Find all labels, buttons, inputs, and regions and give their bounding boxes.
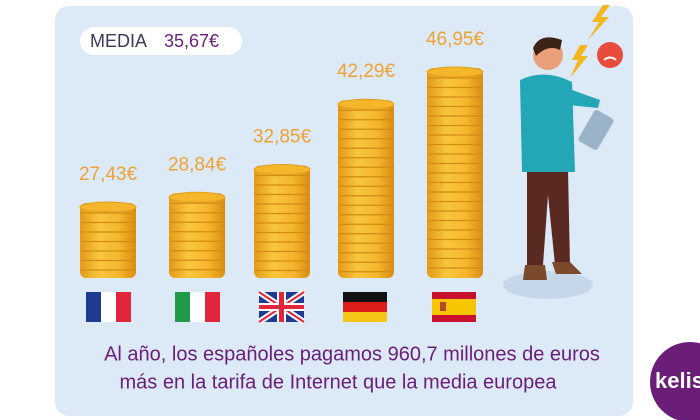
average-value: 35,67€ (164, 31, 219, 51)
coin-stack (254, 165, 310, 278)
coin-stack (80, 203, 136, 278)
flag-germany (343, 292, 387, 322)
flag-uk (257, 289, 306, 325)
value-label: 32,85€ (253, 127, 312, 148)
caption-line: más en la tarifa de Internet que la medi… (120, 371, 558, 393)
flag-spain (432, 292, 476, 322)
flags (86, 289, 476, 325)
coin-top (168, 191, 226, 203)
coin-stack (169, 193, 225, 278)
flag-france (86, 292, 131, 322)
logo: kelist (655, 368, 700, 393)
coin-top (337, 98, 395, 110)
value-label: 27,43€ (79, 164, 138, 185)
coin-top (79, 201, 137, 213)
flag-italy (175, 292, 220, 322)
caption-line: Al año, los españoles pagamos 960,7 mill… (104, 343, 600, 365)
coin-top (253, 164, 311, 176)
stacks: 27,43€ 28,84€ 32,85€ 42,29€ 46,95€ (79, 29, 485, 278)
coin-top (426, 66, 484, 78)
value-label: 42,29€ (337, 61, 396, 82)
average-badge (80, 27, 242, 55)
person-illustration (503, 5, 623, 299)
average-title: MEDIA (90, 31, 147, 51)
logo-circle (650, 342, 700, 420)
value-label: 46,95€ (426, 29, 485, 50)
coin-stack (338, 100, 394, 278)
value-label: 28,84€ (168, 154, 227, 175)
